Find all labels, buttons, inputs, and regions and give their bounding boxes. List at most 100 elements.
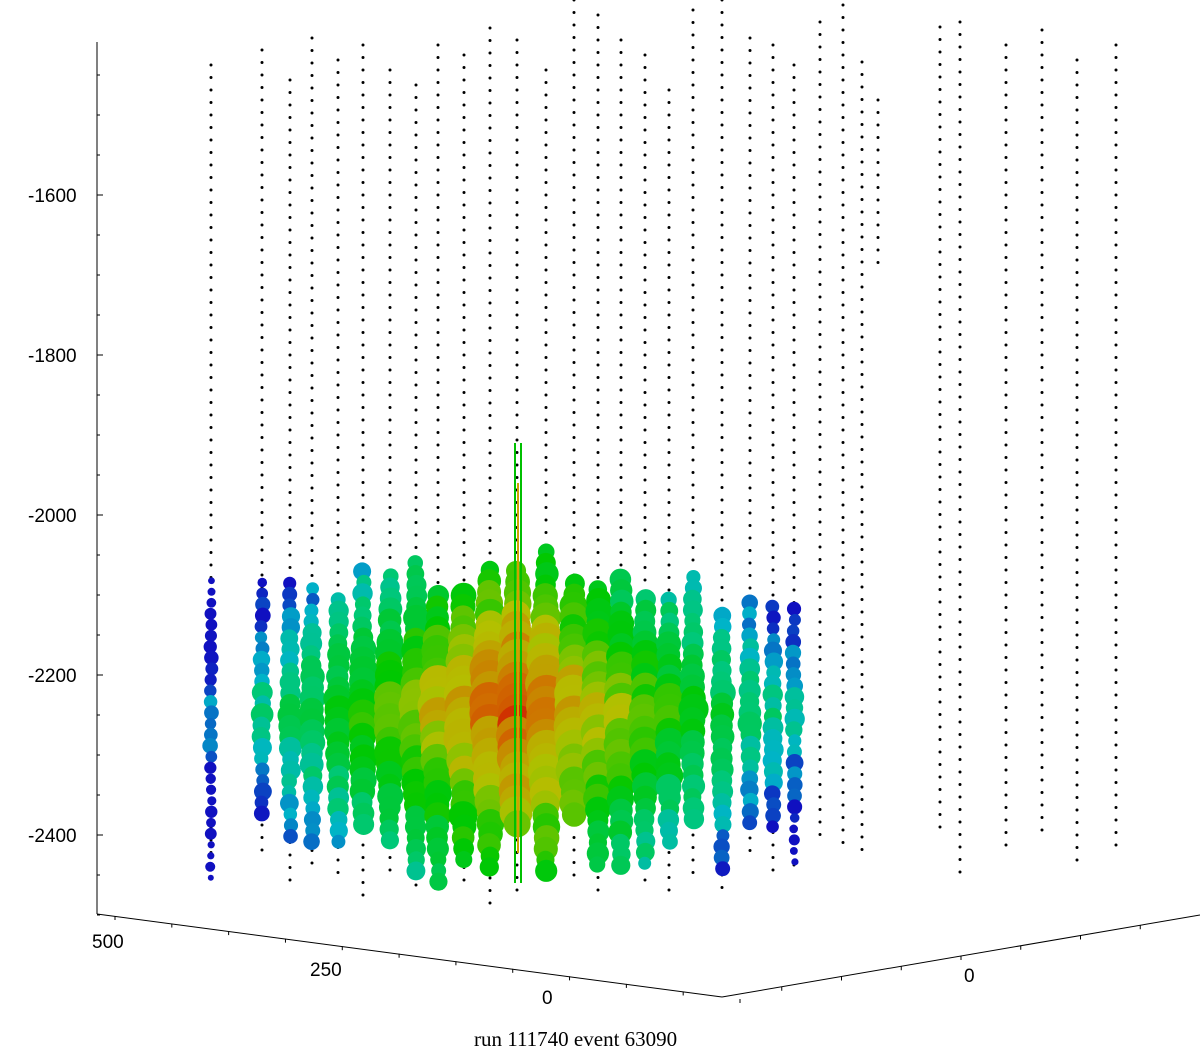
- dom-marker: [841, 416, 845, 419]
- hit-marker: [304, 603, 319, 618]
- dom-marker: [748, 161, 752, 165]
- dom-marker: [1114, 468, 1118, 472]
- dom-marker: [841, 353, 845, 357]
- dom-marker: [488, 89, 492, 92]
- hit-marker: [766, 797, 782, 813]
- dom-marker: [643, 541, 647, 544]
- dom-marker: [860, 585, 864, 589]
- dom-marker: [720, 48, 724, 52]
- dom-marker: [1004, 493, 1008, 497]
- dom-marker: [860, 398, 864, 401]
- dom-marker: [792, 513, 796, 517]
- dom-marker: [860, 185, 864, 189]
- hit-marker: [784, 644, 802, 662]
- dom-marker: [691, 146, 695, 149]
- dom-marker: [260, 561, 264, 564]
- dom-marker: [841, 366, 845, 369]
- dom-marker: [860, 523, 864, 526]
- dom-marker: [938, 763, 942, 766]
- dom-marker: [860, 298, 864, 301]
- dom-marker: [1004, 793, 1008, 797]
- dom-marker: [436, 268, 440, 272]
- dom-marker: [414, 546, 418, 549]
- dom-marker: [596, 188, 600, 192]
- hit-marker: [255, 596, 271, 613]
- dom-marker: [1075, 183, 1079, 187]
- dom-marker: [1114, 131, 1118, 134]
- dom-marker: [860, 785, 864, 789]
- dom-marker: [691, 458, 695, 462]
- dom-marker: [818, 433, 822, 436]
- dom-marker: [596, 413, 600, 417]
- dom-marker: [1004, 656, 1008, 659]
- dom-marker: [667, 563, 671, 567]
- dom-marker: [748, 574, 752, 577]
- dom-marker: [792, 288, 796, 292]
- dom-marker: [841, 753, 845, 757]
- dom-marker: [310, 261, 314, 265]
- dom-marker: [462, 216, 466, 219]
- dom-marker: [596, 51, 600, 54]
- dom-marker: [572, 161, 576, 164]
- dom-marker: [414, 383, 418, 387]
- dom-marker: [619, 513, 623, 517]
- dom-marker: [818, 520, 822, 524]
- dom-marker: [691, 446, 695, 449]
- dom-marker: [515, 263, 519, 267]
- dom-marker: [792, 251, 796, 254]
- hit-marker: [252, 650, 271, 669]
- dom-marker: [488, 201, 492, 205]
- dom-marker: [958, 845, 962, 849]
- dom-marker: [1040, 616, 1044, 619]
- dom-marker: [515, 176, 519, 179]
- dom-marker: [436, 381, 440, 384]
- dom-marker: [748, 299, 752, 302]
- dom-marker: [691, 296, 695, 299]
- dom-marker: [720, 36, 724, 39]
- dom-marker: [818, 620, 822, 624]
- dom-marker: [1075, 96, 1079, 99]
- dom-marker: [938, 525, 942, 529]
- dom-marker: [938, 388, 942, 391]
- dom-marker: [818, 458, 822, 461]
- dom-marker: [544, 531, 548, 534]
- dom-marker: [938, 438, 942, 441]
- dom-marker: [209, 263, 213, 267]
- dom-marker: [958, 683, 962, 686]
- dom-marker: [958, 583, 962, 586]
- dom-marker: [1004, 606, 1008, 609]
- dom-marker: [1040, 428, 1044, 432]
- dom-marker: [748, 74, 752, 77]
- hit-marker: [205, 784, 217, 795]
- dom-marker: [938, 463, 942, 466]
- dom-marker: [515, 313, 519, 317]
- dom-marker: [691, 8, 695, 12]
- dom-marker: [544, 468, 548, 472]
- dom-marker: [1040, 603, 1044, 607]
- dom-marker: [596, 26, 600, 29]
- dom-marker: [667, 126, 671, 129]
- dom-marker: [792, 463, 796, 467]
- dom-marker: [488, 301, 492, 305]
- dom-marker: [361, 131, 365, 134]
- hit-marker: [766, 820, 779, 833]
- dom-marker: [260, 448, 264, 452]
- dom-marker: [958, 33, 962, 36]
- dom-marker: [748, 86, 752, 90]
- dom-marker: [841, 241, 845, 244]
- dom-marker: [1114, 43, 1118, 47]
- dom-marker: [436, 356, 440, 359]
- dom-marker: [938, 788, 942, 791]
- dom-marker: [596, 226, 600, 229]
- dom-marker: [667, 351, 671, 354]
- dom-marker: [643, 428, 647, 432]
- dom-marker: [841, 203, 845, 207]
- dom-marker: [388, 156, 392, 159]
- dom-marker: [310, 111, 314, 115]
- dom-marker: [1040, 753, 1044, 757]
- dom-marker: [544, 68, 548, 72]
- dom-marker: [1040, 228, 1044, 232]
- dom-marker: [572, 111, 576, 114]
- dom-marker: [748, 236, 752, 240]
- dom-marker: [388, 868, 392, 872]
